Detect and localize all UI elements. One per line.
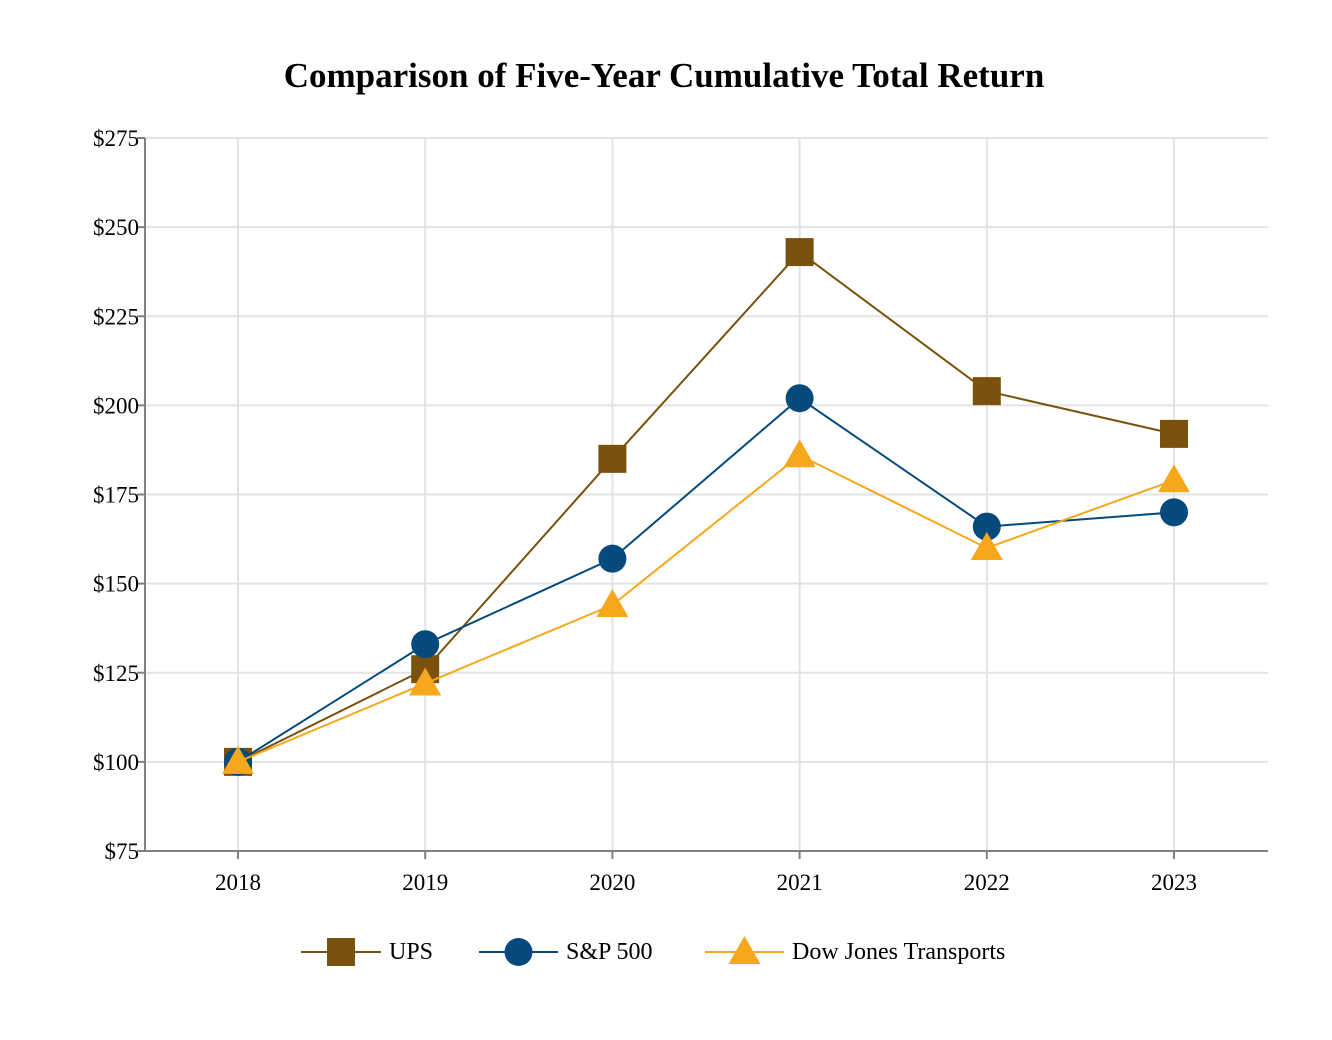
data-point-dow-jones-transports [409, 667, 442, 696]
y-tick-label: $150 [93, 572, 139, 597]
data-point-s-p-500 [598, 544, 627, 573]
y-tick-label: $100 [93, 750, 139, 775]
data-point-dow-jones-transports [970, 531, 1003, 560]
series-line-dow-jones-transports [237, 454, 1175, 763]
series-ups [224, 238, 1188, 776]
legend-label-dow-jones-transports: Dow Jones Transports [792, 939, 1005, 965]
gridlines [145, 137, 1268, 851]
chart-title: Comparison of Five-Year Cumulative Total… [283, 56, 1045, 95]
x-tick-label: 2018 [215, 870, 261, 895]
y-tick-label: $125 [93, 661, 139, 686]
y-tick-label: $250 [93, 215, 139, 240]
series-lines [222, 238, 1190, 776]
legend-marker-s-p-500 [504, 938, 533, 966]
data-point-dow-jones-transports [1158, 464, 1190, 493]
legend-marker-dow-jones-transports [728, 936, 761, 964]
tick-labels: $75 $100 $125 $150 $175 $200 $225 $250 $275 2018 2… [93, 126, 1197, 895]
series-line-s-p-500 [237, 396, 1175, 763]
series-s-p-500 [224, 384, 1188, 776]
legend-item-ups: UPS [301, 938, 433, 966]
y-tick-label: $175 [93, 483, 139, 508]
legend-item-s-p-500: S&P 500 [479, 938, 652, 966]
y-tick-label: $225 [93, 304, 139, 329]
x-tick-label: 2020 [589, 870, 635, 895]
x-tick-label: 2023 [1151, 870, 1197, 895]
data-point-ups [598, 444, 627, 473]
y-tick-label: $75 [105, 839, 140, 864]
data-point-s-p-500 [785, 384, 814, 413]
legend-marker-ups [327, 938, 355, 966]
data-point-ups [785, 238, 814, 267]
axes [137, 137, 1268, 859]
data-point-s-p-500 [1160, 498, 1188, 527]
data-point-dow-jones-transports [783, 439, 816, 468]
x-tick-label: 2019 [402, 870, 448, 895]
legend: UPS S&P 500 Dow Jones Transports [301, 936, 1005, 966]
series-dow-jones-transports [222, 439, 1190, 774]
data-point-ups [1160, 419, 1188, 448]
y-tick-label: $275 [93, 126, 139, 151]
series-line-ups [237, 250, 1175, 763]
legend-label-ups: UPS [389, 939, 433, 965]
data-point-dow-jones-transports [222, 745, 254, 774]
x-tick-label: 2022 [964, 870, 1010, 895]
data-point-ups [972, 377, 1001, 406]
data-point-s-p-500 [411, 630, 440, 659]
legend-label-s-p-500: S&P 500 [566, 939, 652, 965]
data-point-dow-jones-transports [596, 589, 629, 618]
y-tick-label: $200 [93, 393, 139, 418]
legend-item-dow-jones-transports: Dow Jones Transports [705, 936, 1005, 965]
x-tick-label: 2021 [777, 870, 823, 895]
data-point-s-p-500 [972, 512, 1001, 541]
